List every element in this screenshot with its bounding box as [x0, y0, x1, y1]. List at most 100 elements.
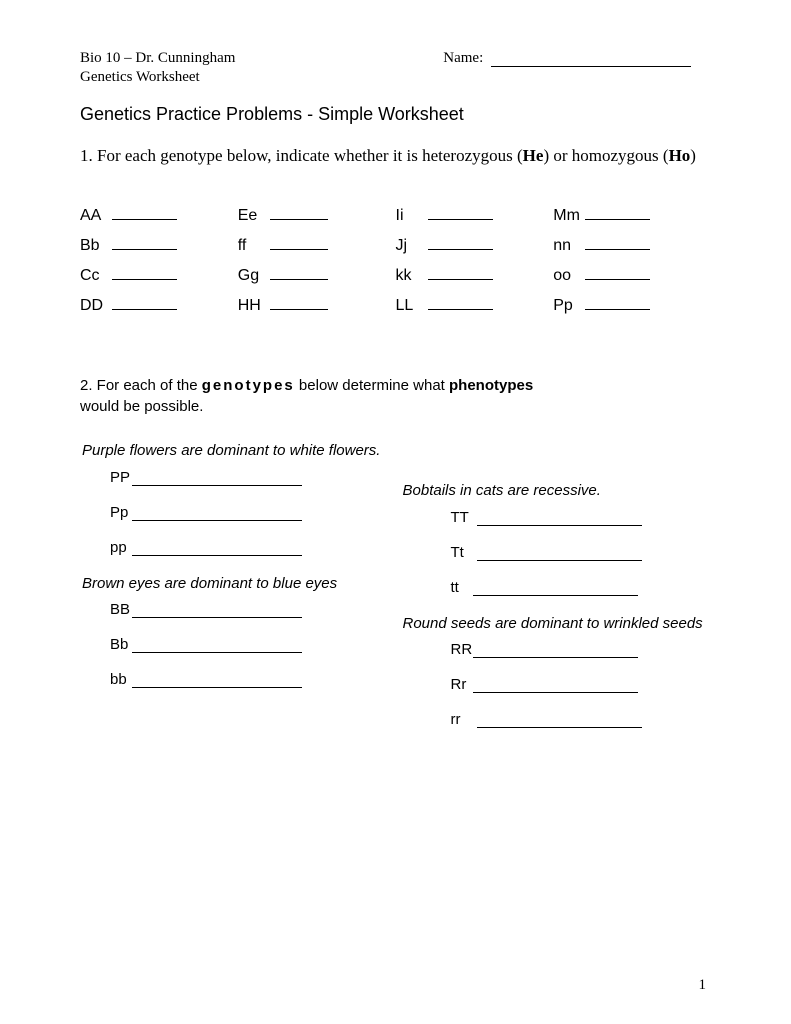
geno-cell: nn: [553, 237, 711, 255]
pheno-block-bobtail: Bobtails in cats are recessive. TT Tt tt: [401, 481, 712, 596]
answer-blank[interactable]: [270, 309, 328, 310]
name-label: Name:: [443, 50, 483, 66]
answer-blank[interactable]: [112, 279, 177, 280]
answer-blank[interactable]: [132, 687, 302, 688]
answer-blank[interactable]: [112, 309, 177, 310]
page-title: Genetics Practice Problems - Simple Work…: [80, 104, 711, 125]
q1-prefix: 1. For each genotype below, indicate whe…: [80, 146, 523, 165]
pheno-label: RR: [451, 641, 473, 658]
pheno-label: bb: [110, 671, 132, 688]
answer-blank[interactable]: [270, 279, 328, 280]
answer-blank[interactable]: [585, 309, 650, 310]
pheno-prompt: Round seeds are dominant to wrinkled see…: [401, 614, 712, 634]
pheno-prompt: Bobtails in cats are recessive.: [401, 481, 712, 501]
question-2: 2. For each of the genotypes below deter…: [80, 375, 560, 417]
geno-cell: Ee: [238, 207, 396, 225]
answer-blank[interactable]: [585, 219, 650, 220]
geno-label: Jj: [396, 237, 424, 255]
geno-cell: Cc: [80, 267, 238, 285]
answer-blank[interactable]: [585, 249, 650, 250]
geno-label: Gg: [238, 267, 266, 285]
right-column: Bobtails in cats are recessive. TT Tt tt…: [401, 441, 712, 746]
answer-blank[interactable]: [585, 279, 650, 280]
pheno-label: rr: [451, 711, 473, 728]
geno-label: Mm: [553, 207, 581, 225]
answer-blank[interactable]: [473, 657, 638, 658]
answer-blank[interactable]: [428, 249, 493, 250]
geno-cell: DD: [80, 297, 238, 315]
geno-cell: Pp: [553, 297, 711, 315]
answer-blank[interactable]: [477, 727, 642, 728]
geno-cell: Gg: [238, 267, 396, 285]
worksheet-subtitle: Genetics Worksheet: [80, 69, 711, 86]
course-label: Bio 10 – Dr. Cunningham: [80, 50, 235, 67]
q2-genotypes: genotypes: [202, 377, 295, 394]
pheno-label: TT: [451, 509, 473, 526]
q1-ho: Ho: [669, 146, 691, 165]
geno-label: ff: [238, 237, 266, 255]
pheno-label: Rr: [451, 676, 473, 693]
pheno-line: TT: [401, 509, 712, 526]
geno-label: DD: [80, 297, 108, 315]
answer-blank[interactable]: [270, 249, 328, 250]
pheno-line: Pp: [80, 504, 391, 521]
page-number: 1: [699, 977, 707, 994]
pheno-label: BB: [110, 601, 132, 618]
q1-suffix: ): [690, 146, 696, 165]
header-row: Bio 10 – Dr. Cunningham Name:: [80, 50, 711, 67]
pheno-line: RR: [401, 641, 712, 658]
geno-label: Ii: [396, 207, 424, 225]
pheno-label: pp: [110, 539, 132, 556]
pheno-line: Rr: [401, 676, 712, 693]
answer-blank[interactable]: [428, 309, 493, 310]
name-blank[interactable]: [491, 66, 691, 67]
pheno-prompt: Purple flowers are dominant to white flo…: [80, 441, 391, 461]
pheno-label: PP: [110, 469, 132, 486]
geno-label: AA: [80, 207, 108, 225]
pheno-line: bb: [80, 671, 391, 688]
answer-blank[interactable]: [132, 485, 302, 486]
pheno-block-purple: Purple flowers are dominant to white flo…: [80, 441, 391, 556]
geno-label: Bb: [80, 237, 108, 255]
left-column: Purple flowers are dominant to white flo…: [80, 441, 391, 746]
answer-blank[interactable]: [132, 617, 302, 618]
answer-blank[interactable]: [428, 219, 493, 220]
pheno-prompt: Brown eyes are dominant to blue eyes: [80, 574, 391, 594]
pheno-line: rr: [401, 711, 712, 728]
answer-blank[interactable]: [428, 279, 493, 280]
pheno-line: BB: [80, 601, 391, 618]
answer-blank[interactable]: [270, 219, 328, 220]
pheno-line: tt: [401, 579, 712, 596]
answer-blank[interactable]: [477, 525, 642, 526]
name-field: Name:: [443, 50, 711, 67]
geno-cell: Jj: [396, 237, 554, 255]
q2-middle: below determine what: [295, 377, 449, 394]
pheno-label: Pp: [110, 504, 132, 521]
answer-blank[interactable]: [477, 560, 642, 561]
answer-blank[interactable]: [112, 219, 177, 220]
answer-blank[interactable]: [473, 692, 638, 693]
geno-label: Cc: [80, 267, 108, 285]
answer-blank[interactable]: [132, 520, 302, 521]
geno-label: oo: [553, 267, 581, 285]
pheno-line: PP: [80, 469, 391, 486]
genotype-grid: AA Ee Ii Mm Bb ff Jj nn Cc Gg kk oo DD H…: [80, 207, 711, 315]
geno-label: Ee: [238, 207, 266, 225]
geno-label: Pp: [553, 297, 581, 315]
pheno-line: Tt: [401, 544, 712, 561]
answer-blank[interactable]: [132, 555, 302, 556]
q1-middle: ) or homozygous (: [543, 146, 668, 165]
geno-cell: Bb: [80, 237, 238, 255]
geno-label: kk: [396, 267, 424, 285]
q2-phenotypes: phenotypes: [449, 377, 533, 394]
answer-blank[interactable]: [473, 595, 638, 596]
pheno-block-brown: Brown eyes are dominant to blue eyes BB …: [80, 574, 391, 689]
geno-cell: oo: [553, 267, 711, 285]
geno-label: nn: [553, 237, 581, 255]
geno-label: HH: [238, 297, 266, 315]
pheno-label: Tt: [451, 544, 473, 561]
pheno-line: Bb: [80, 636, 391, 653]
q2-suffix: would be possible.: [80, 398, 203, 415]
answer-blank[interactable]: [112, 249, 177, 250]
answer-blank[interactable]: [132, 652, 302, 653]
